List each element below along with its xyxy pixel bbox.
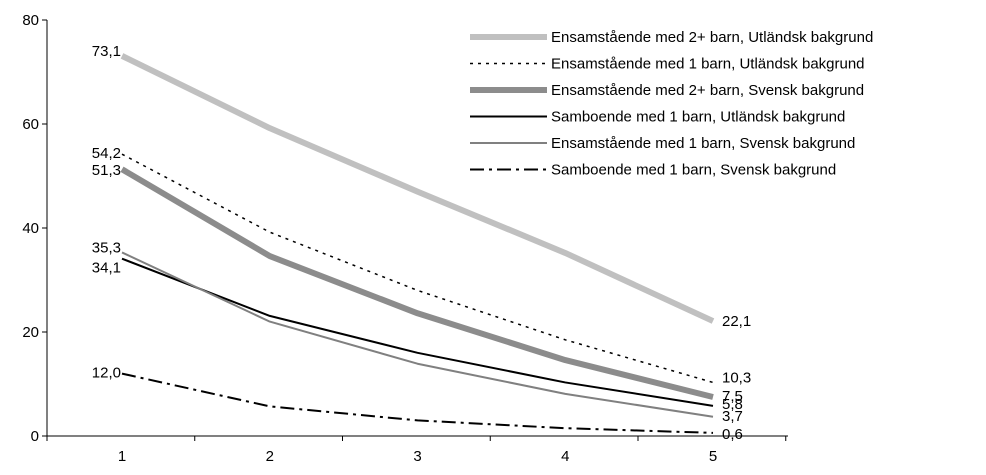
data-label-first-5: 35,3 [92, 239, 121, 256]
data-label-last-5: 3,7 [722, 408, 743, 425]
legend-entry-5: Ensamstående med 1 barn, Svensk bakgrund [551, 135, 855, 152]
x-tick-label: 1 [118, 448, 126, 465]
y-tick-label: 60 [22, 116, 39, 133]
legend-entry-4: Samboende med 1 barn, Utländsk bakgrund [551, 109, 845, 126]
x-tick-label: 5 [709, 448, 717, 465]
series-layer [120, 53, 715, 434]
data-label-first-2: 54,2 [92, 145, 121, 162]
data-labels: 73,1 22,1 54,2 10,3 51,3 7,5 34,1 5,8 35,3 3,7 12,… [92, 43, 751, 443]
data-label-last-2: 10,3 [722, 369, 751, 386]
x-tick-label: 2 [266, 448, 274, 465]
legend-entry-3: Ensamstående med 2+ barn, Svensk bakgrun… [551, 82, 864, 99]
series-line-4 [121, 257, 714, 407]
data-label-first-3: 51,3 [92, 162, 121, 179]
y-tick-label: 80 [22, 12, 39, 29]
series-line-3 [120, 166, 714, 400]
data-label-last-3: 7,5 [722, 388, 743, 405]
legend-entry-2: Ensamstående med 1 barn, Utländsk bakgru… [551, 56, 865, 73]
series-line-1 [120, 53, 715, 324]
y-tick-label: 0 [31, 428, 39, 445]
y-tick-label: 40 [22, 220, 39, 237]
data-label-last-4: 5,8 [722, 396, 743, 413]
legend-entry-1: Ensamstående med 2+ barn, Utländsk bakgr… [551, 29, 873, 46]
data-label-first-6: 12,0 [92, 365, 121, 382]
chart-axes: 0 20 40 60 80 1 2 3 4 5 [22, 12, 788, 465]
data-label-last-6: 0,6 [722, 426, 743, 443]
series-line-5 [121, 251, 714, 418]
x-tick-label: 3 [413, 448, 421, 465]
x-tick-label: 4 [561, 448, 569, 465]
legend-entry-6: Samboende med 1 barn, Svensk bakgrund [551, 162, 836, 179]
data-label-first-4: 34,1 [92, 260, 121, 277]
data-label-first-1: 73,1 [92, 43, 121, 60]
series-line-6 [121, 372, 714, 434]
data-label-last-1: 22,1 [722, 313, 751, 330]
legend: Ensamstående med 2+ barn, Utländsk bakgr… [470, 29, 873, 179]
y-tick-label: 20 [22, 324, 39, 341]
